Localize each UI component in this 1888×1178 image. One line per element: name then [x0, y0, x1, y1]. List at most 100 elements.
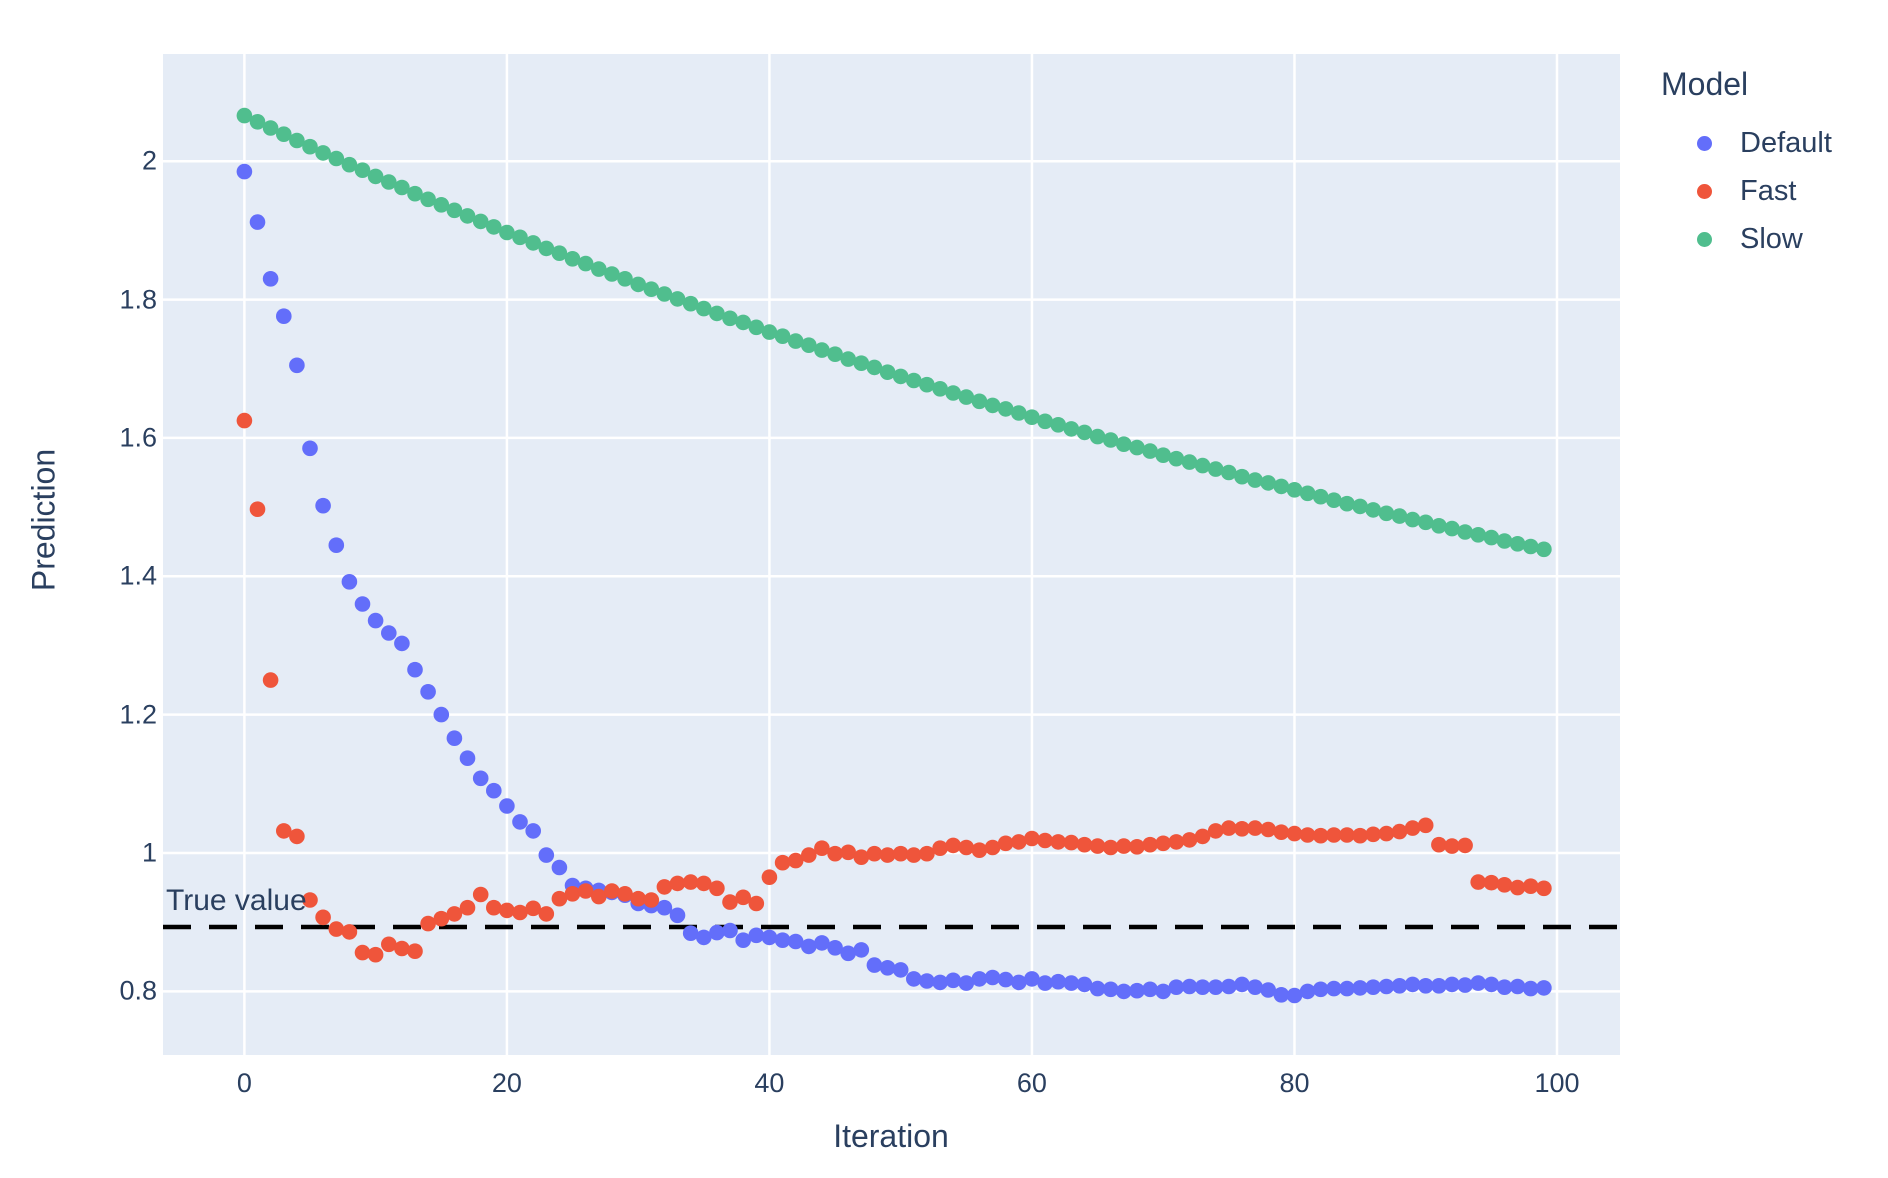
data-point[interactable] [787, 933, 804, 950]
data-point[interactable] [341, 924, 358, 940]
data-point[interactable] [538, 906, 555, 922]
data-point[interactable] [906, 847, 922, 863]
data-point[interactable] [459, 899, 476, 916]
data-point[interactable] [656, 899, 673, 916]
data-point[interactable] [1194, 828, 1211, 845]
data-point[interactable] [1102, 432, 1119, 448]
data-point[interactable] [814, 840, 830, 856]
data-point[interactable] [643, 281, 660, 298]
data-point[interactable] [1037, 832, 1053, 849]
data-point[interactable] [1496, 979, 1513, 995]
data-point[interactable] [1431, 978, 1447, 994]
data-point[interactable] [761, 869, 778, 885]
data-point[interactable] [866, 845, 883, 862]
data-point[interactable] [853, 849, 870, 865]
data-point[interactable] [1470, 527, 1486, 543]
data-point[interactable] [722, 894, 738, 910]
data-point[interactable] [525, 900, 541, 917]
data-point[interactable] [1483, 874, 1500, 891]
data-point[interactable] [341, 156, 358, 173]
data-point[interactable] [472, 213, 489, 230]
data-point[interactable] [289, 828, 305, 845]
data-point[interactable] [276, 308, 292, 325]
data-point[interactable] [512, 229, 528, 246]
data-point[interactable] [446, 906, 463, 922]
data-point[interactable] [1168, 979, 1185, 995]
data-point[interactable] [1299, 827, 1316, 843]
data-point[interactable] [1457, 977, 1473, 993]
data-point[interactable] [564, 886, 581, 902]
data-point[interactable] [459, 208, 476, 224]
data-point[interactable] [1116, 983, 1132, 1000]
data-point[interactable] [1050, 973, 1066, 990]
data-point[interactable] [262, 271, 279, 287]
data-point[interactable] [1102, 839, 1119, 856]
data-point[interactable] [696, 875, 712, 892]
data-point[interactable] [354, 944, 371, 961]
data-point[interactable] [958, 975, 975, 991]
data-point[interactable] [1273, 824, 1290, 840]
data-point[interactable] [551, 245, 568, 261]
data-point[interactable] [709, 880, 725, 897]
data-point[interactable] [1536, 980, 1552, 996]
data-point[interactable] [1326, 980, 1342, 997]
data-point[interactable] [958, 839, 975, 856]
data-point[interactable] [604, 266, 620, 282]
data-point[interactable] [577, 883, 594, 899]
data-point[interactable] [1037, 413, 1053, 430]
data-point[interactable] [302, 138, 318, 155]
data-point[interactable] [1063, 834, 1080, 851]
data-point[interactable] [1326, 492, 1342, 509]
data-point[interactable] [433, 197, 450, 213]
data-point[interactable] [249, 501, 266, 517]
data-point[interactable] [1286, 987, 1303, 1004]
data-point[interactable] [328, 150, 345, 167]
data-point[interactable] [709, 924, 725, 941]
data-point[interactable] [984, 397, 1001, 414]
data-point[interactable] [328, 537, 345, 553]
data-point[interactable] [276, 126, 292, 142]
data-point[interactable] [367, 612, 384, 629]
data-point[interactable] [1404, 511, 1421, 528]
data-point[interactable] [1194, 979, 1211, 995]
data-point[interactable] [748, 895, 765, 912]
data-point[interactable] [420, 191, 436, 208]
data-point[interactable] [1391, 978, 1408, 994]
data-point[interactable] [236, 107, 253, 124]
data-point[interactable] [945, 972, 961, 989]
data-point[interactable] [1378, 505, 1395, 522]
data-point[interactable] [341, 574, 358, 590]
data-point[interactable] [1063, 421, 1080, 437]
data-point[interactable] [814, 342, 830, 358]
data-point[interactable] [1431, 518, 1447, 534]
data-point[interactable] [420, 915, 436, 932]
data-point[interactable] [722, 310, 738, 327]
data-point[interactable] [1234, 468, 1250, 485]
data-point[interactable] [958, 389, 975, 405]
data-point[interactable] [945, 385, 961, 401]
data-point[interactable] [1312, 827, 1329, 844]
data-point[interactable] [1391, 823, 1408, 840]
data-point[interactable] [932, 974, 948, 991]
data-point[interactable] [1339, 980, 1355, 997]
data-point[interactable] [801, 938, 817, 955]
data-point[interactable] [669, 875, 686, 892]
data-point[interactable] [381, 625, 397, 641]
data-point[interactable] [499, 798, 515, 814]
data-point[interactable] [1234, 976, 1250, 993]
data-point[interactable] [1037, 975, 1053, 991]
data-point[interactable] [1129, 439, 1145, 456]
data-point[interactable] [827, 346, 843, 363]
data-point[interactable] [1076, 836, 1093, 853]
data-point[interactable] [735, 314, 751, 331]
data-point[interactable] [302, 892, 318, 908]
data-point[interactable] [1286, 482, 1303, 498]
data-point[interactable] [1181, 978, 1198, 995]
data-point[interactable] [1194, 457, 1211, 474]
data-point[interactable] [302, 440, 318, 457]
data-point[interactable] [853, 355, 870, 372]
data-point[interactable] [1024, 409, 1040, 426]
data-point[interactable] [945, 837, 961, 854]
data-point[interactable] [774, 328, 791, 345]
